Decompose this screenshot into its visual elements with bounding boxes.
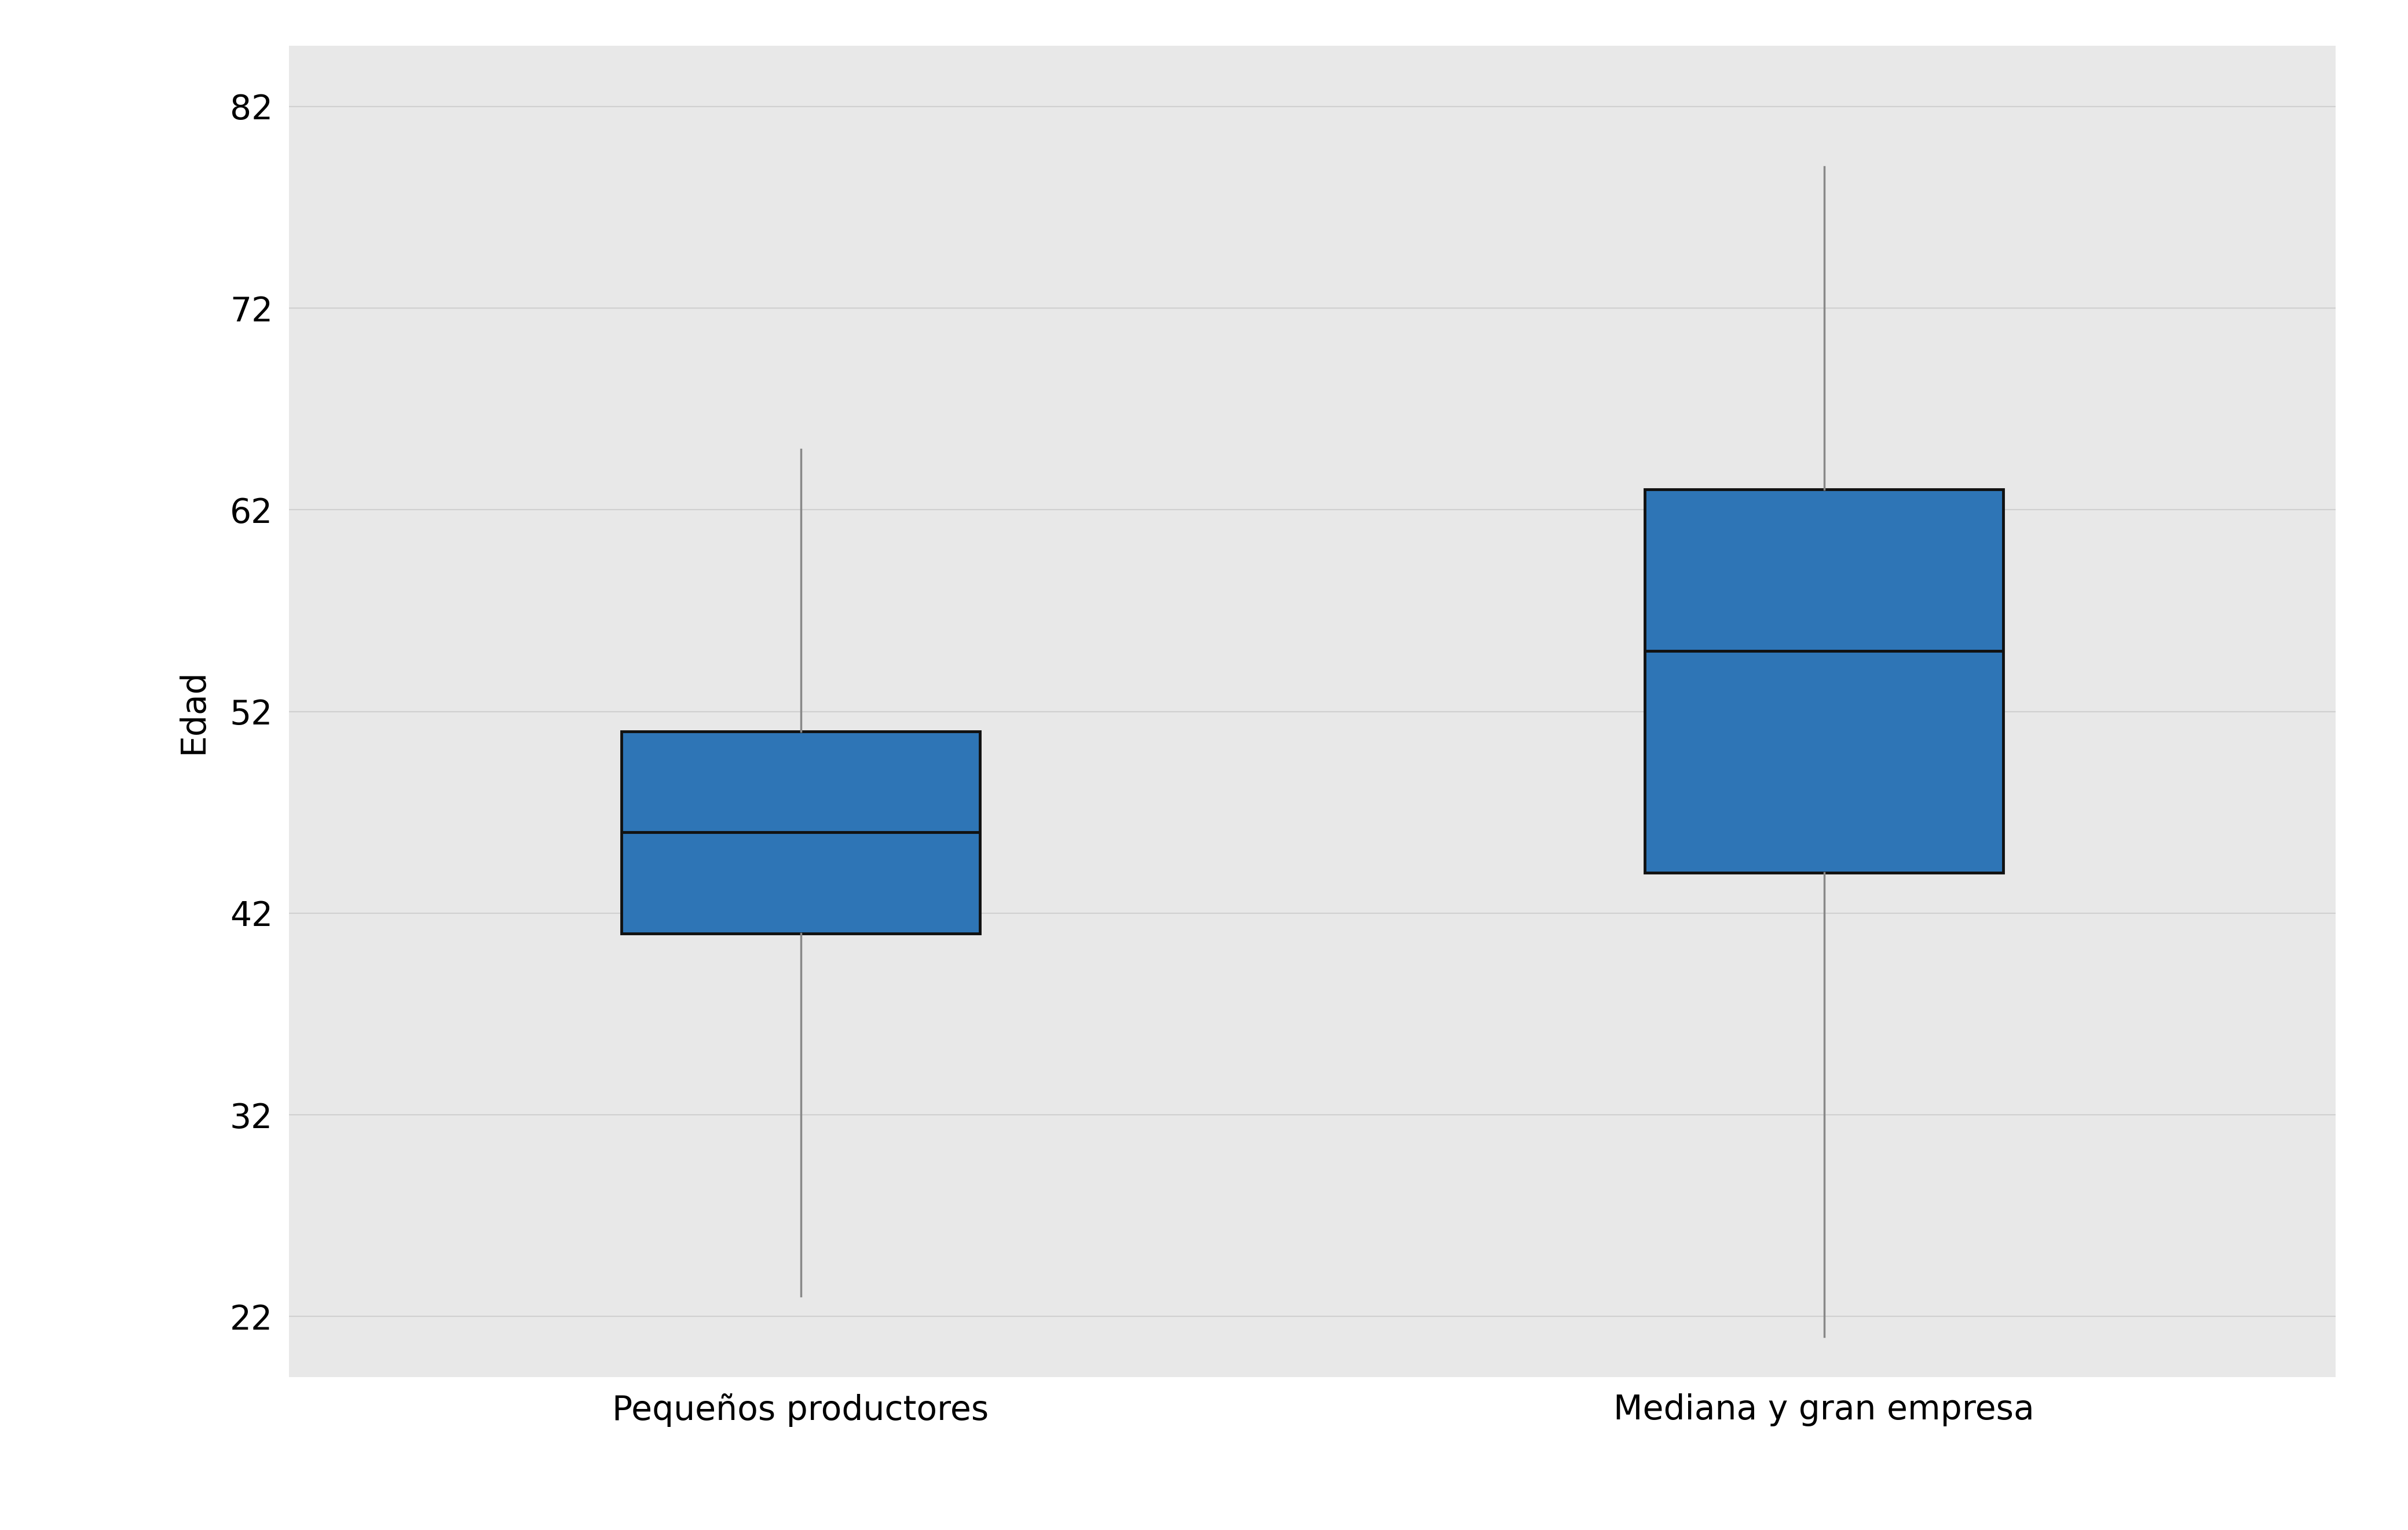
PathPatch shape bbox=[621, 731, 980, 933]
Y-axis label: Edad: Edad bbox=[176, 669, 209, 754]
PathPatch shape bbox=[1645, 490, 2003, 872]
